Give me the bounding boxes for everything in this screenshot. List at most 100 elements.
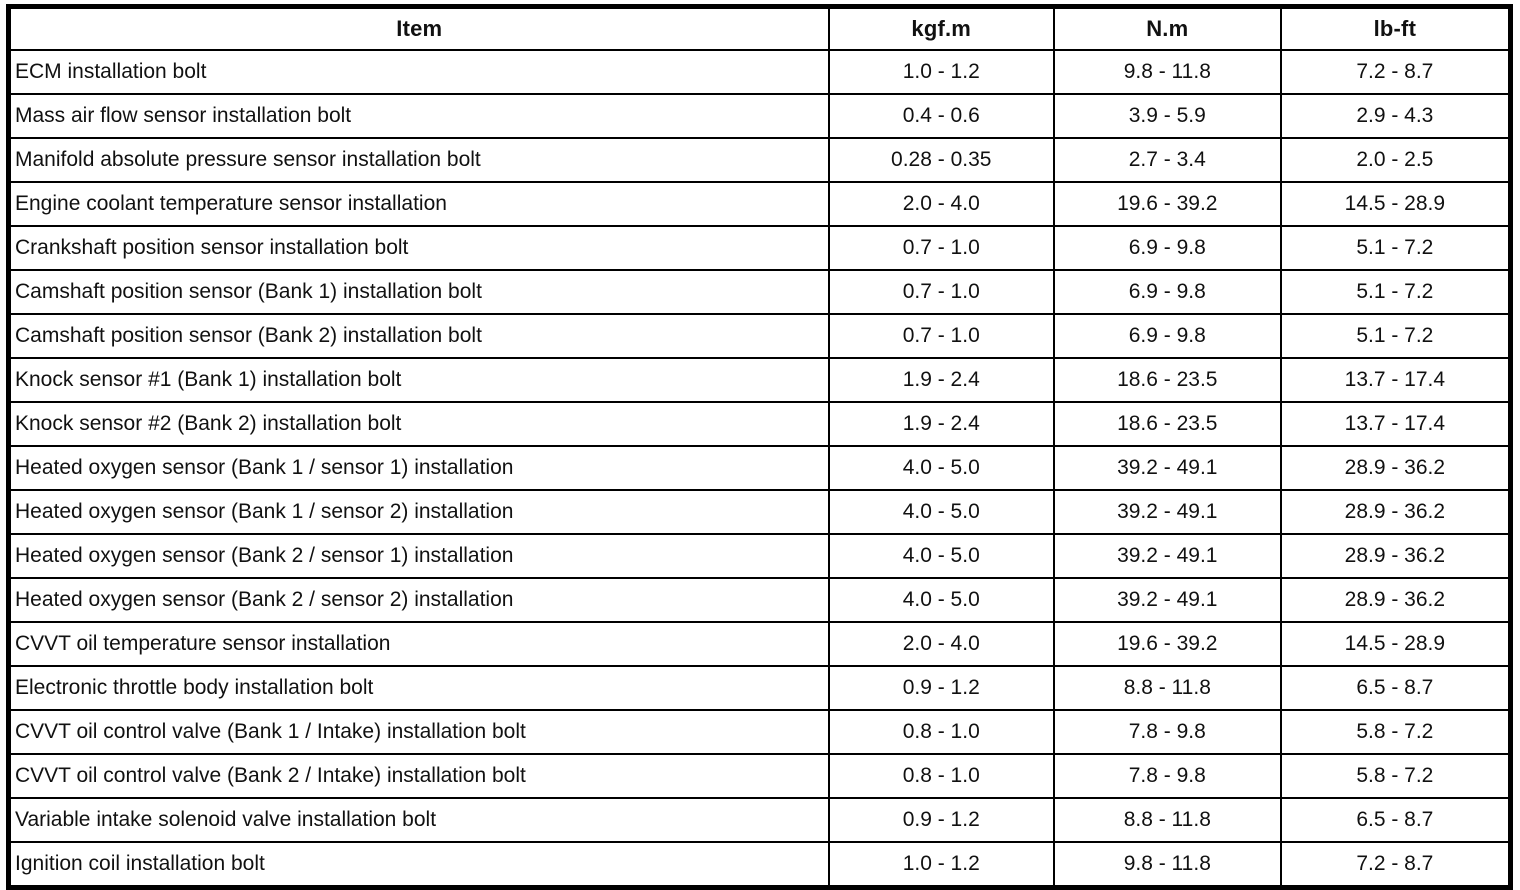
column-header-kgfm: kgf.m [827, 5, 1055, 51]
table-row: Electronic throttle body installation bo… [7, 665, 1512, 711]
lbft-cell: 28.9 - 36.2 [1279, 445, 1512, 491]
column-header-item: Item [7, 5, 830, 51]
kgfm-cell: 0.7 - 1.0 [827, 225, 1055, 271]
lbft-cell: 14.5 - 28.9 [1279, 621, 1512, 667]
kgfm-cell: 0.7 - 1.0 [827, 269, 1055, 315]
item-cell: Camshaft position sensor (Bank 2) instal… [7, 313, 830, 359]
lbft-cell: 7.2 - 8.7 [1279, 841, 1512, 889]
nm-cell: 3.9 - 5.9 [1052, 93, 1282, 139]
item-cell: CVVT oil temperature sensor installation [7, 621, 830, 667]
table-row: CVVT oil control valve (Bank 2 / Intake)… [7, 753, 1512, 799]
item-cell: Knock sensor #2 (Bank 2) installation bo… [7, 401, 830, 447]
nm-cell: 19.6 - 39.2 [1052, 181, 1282, 227]
nm-cell: 9.8 - 11.8 [1052, 49, 1282, 95]
lbft-cell: 5.1 - 7.2 [1279, 313, 1512, 359]
lbft-cell: 6.5 - 8.7 [1279, 797, 1512, 843]
table-row: Heated oxygen sensor (Bank 1 / sensor 1)… [7, 445, 1512, 491]
nm-cell: 6.9 - 9.8 [1052, 269, 1282, 315]
table-row: Knock sensor #2 (Bank 2) installation bo… [7, 401, 1512, 447]
kgfm-cell: 0.9 - 1.2 [827, 665, 1055, 711]
item-cell: Ignition coil installation bolt [7, 841, 830, 889]
kgfm-cell: 1.0 - 1.2 [827, 841, 1055, 889]
item-cell: Heated oxygen sensor (Bank 1 / sensor 1)… [7, 445, 830, 491]
item-cell: Mass air flow sensor installation bolt [7, 93, 830, 139]
nm-cell: 39.2 - 49.1 [1052, 445, 1282, 491]
torque-spec-table-container: Item kgf.m N.m lb-ft ECM installation bo… [6, 4, 1513, 890]
table-row: Heated oxygen sensor (Bank 2 / sensor 1)… [7, 533, 1512, 579]
kgfm-cell: 1.9 - 2.4 [827, 401, 1055, 447]
lbft-cell: 14.5 - 28.9 [1279, 181, 1512, 227]
nm-cell: 2.7 - 3.4 [1052, 137, 1282, 183]
table-row: Knock sensor #1 (Bank 1) installation bo… [7, 357, 1512, 403]
kgfm-cell: 4.0 - 5.0 [827, 533, 1055, 579]
table-row: Camshaft position sensor (Bank 2) instal… [7, 313, 1512, 359]
item-cell: CVVT oil control valve (Bank 1 / Intake)… [7, 709, 830, 755]
nm-cell: 19.6 - 39.2 [1052, 621, 1282, 667]
table-row: Mass air flow sensor installation bolt 0.… [7, 93, 1512, 139]
table-row: Engine coolant temperature sensor instal… [7, 181, 1512, 227]
table-row: Heated oxygen sensor (Bank 1 / sensor 2)… [7, 489, 1512, 535]
lbft-cell: 13.7 - 17.4 [1279, 357, 1512, 403]
item-cell: Electronic throttle body installation bo… [7, 665, 830, 711]
nm-cell: 7.8 - 9.8 [1052, 709, 1282, 755]
nm-cell: 39.2 - 49.1 [1052, 577, 1282, 623]
kgfm-cell: 1.0 - 1.2 [827, 49, 1055, 95]
table-row: Ignition coil installation bolt 1.0 - 1.2… [7, 841, 1512, 889]
nm-cell: 9.8 - 11.8 [1052, 841, 1282, 889]
item-cell: ECM installation bolt [7, 49, 830, 95]
lbft-cell: 2.9 - 4.3 [1279, 93, 1512, 139]
column-header-lbft: lb-ft [1279, 5, 1512, 51]
lbft-cell: 5.8 - 7.2 [1279, 709, 1512, 755]
item-cell: Heated oxygen sensor (Bank 1 / sensor 2)… [7, 489, 830, 535]
torque-spec-table: Item kgf.m N.m lb-ft ECM installation bo… [6, 4, 1513, 890]
item-cell: Heated oxygen sensor (Bank 2 / sensor 1)… [7, 533, 830, 579]
table-row: Heated oxygen sensor (Bank 2 / sensor 2)… [7, 577, 1512, 623]
lbft-cell: 7.2 - 8.7 [1279, 49, 1512, 95]
table-row: CVVT oil temperature sensor installation… [7, 621, 1512, 667]
spec-table-body: ECM installation bolt 1.0 - 1.2 9.8 - 11.8… [7, 49, 1512, 889]
kgfm-cell: 1.9 - 2.4 [827, 357, 1055, 403]
kgfm-cell: 4.0 - 5.0 [827, 577, 1055, 623]
kgfm-cell: 2.0 - 4.0 [827, 181, 1055, 227]
table-row: Manifold absolute pressure sensor instal… [7, 137, 1512, 183]
nm-cell: 6.9 - 9.8 [1052, 313, 1282, 359]
kgfm-cell: 0.8 - 1.0 [827, 709, 1055, 755]
lbft-cell: 13.7 - 17.4 [1279, 401, 1512, 447]
item-cell: Camshaft position sensor (Bank 1) instal… [7, 269, 830, 315]
kgfm-cell: 0.9 - 1.2 [827, 797, 1055, 843]
lbft-cell: 5.8 - 7.2 [1279, 753, 1512, 799]
kgfm-cell: 4.0 - 5.0 [827, 445, 1055, 491]
kgfm-cell: 2.0 - 4.0 [827, 621, 1055, 667]
lbft-cell: 28.9 - 36.2 [1279, 533, 1512, 579]
table-row: Variable intake solenoid valve installat… [7, 797, 1512, 843]
kgfm-cell: 0.4 - 0.6 [827, 93, 1055, 139]
nm-cell: 39.2 - 49.1 [1052, 533, 1282, 579]
item-cell: Manifold absolute pressure sensor instal… [7, 137, 830, 183]
nm-cell: 18.6 - 23.5 [1052, 357, 1282, 403]
kgfm-cell: 0.28 - 0.35 [827, 137, 1055, 183]
lbft-cell: 2.0 - 2.5 [1279, 137, 1512, 183]
nm-cell: 18.6 - 23.5 [1052, 401, 1282, 447]
item-cell: Crankshaft position sensor installation … [7, 225, 830, 271]
nm-cell: 39.2 - 49.1 [1052, 489, 1282, 535]
nm-cell: 8.8 - 11.8 [1052, 797, 1282, 843]
lbft-cell: 28.9 - 36.2 [1279, 489, 1512, 535]
item-cell: Knock sensor #1 (Bank 1) installation bo… [7, 357, 830, 403]
header-row: Item kgf.m N.m lb-ft [7, 5, 1512, 51]
lbft-cell: 5.1 - 7.2 [1279, 269, 1512, 315]
item-cell: Variable intake solenoid valve installat… [7, 797, 830, 843]
table-row: ECM installation bolt 1.0 - 1.2 9.8 - 11.8… [7, 49, 1512, 95]
nm-cell: 8.8 - 11.8 [1052, 665, 1282, 711]
column-header-nm: N.m [1052, 5, 1282, 51]
kgfm-cell: 0.7 - 1.0 [827, 313, 1055, 359]
kgfm-cell: 0.8 - 1.0 [827, 753, 1055, 799]
item-cell: CVVT oil control valve (Bank 2 / Intake)… [7, 753, 830, 799]
nm-cell: 7.8 - 9.8 [1052, 753, 1282, 799]
table-row: CVVT oil control valve (Bank 1 / Intake)… [7, 709, 1512, 755]
item-cell: Engine coolant temperature sensor instal… [7, 181, 830, 227]
lbft-cell: 5.1 - 7.2 [1279, 225, 1512, 271]
nm-cell: 6.9 - 9.8 [1052, 225, 1282, 271]
item-cell: Heated oxygen sensor (Bank 2 / sensor 2)… [7, 577, 830, 623]
table-row: Camshaft position sensor (Bank 1) instal… [7, 269, 1512, 315]
kgfm-cell: 4.0 - 5.0 [827, 489, 1055, 535]
